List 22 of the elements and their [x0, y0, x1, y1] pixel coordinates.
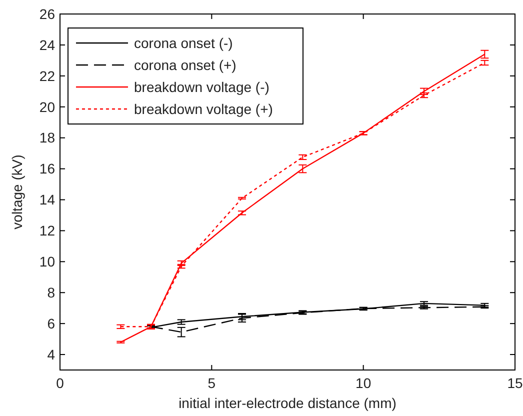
legend-label: corona onset (-) [134, 34, 233, 51]
x-tick-label: 10 [356, 375, 372, 391]
y-tick-label: 20 [39, 98, 56, 115]
y-tick-label: 10 [39, 254, 56, 270]
x-axis-title: initial inter-electrode distance (mm) [178, 395, 396, 411]
legend-label: breakdown voltage (+) [134, 100, 273, 117]
y-tick-label: 22 [39, 68, 56, 84]
y-tick-label: 6 [47, 315, 56, 332]
legend-label: corona onset (+) [134, 56, 236, 73]
y-tick-label: 16 [39, 160, 56, 177]
y-tick-label: 4 [47, 346, 56, 362]
x-tick-label: 5 [208, 375, 216, 391]
x-tick-label: 0 [56, 375, 64, 391]
legend-label: breakdown voltage (-) [134, 78, 270, 95]
x-tick-label: 15 [507, 375, 523, 391]
y-tick-label: 26 [39, 6, 56, 22]
y-tick-label: 24 [39, 36, 56, 53]
y-tick-label: 8 [47, 284, 56, 301]
y-tick-label: 12 [39, 222, 56, 239]
y-tick-label: 18 [39, 130, 56, 146]
y-tick-label: 14 [39, 192, 56, 208]
y-axis-title: voltage (kV) [9, 154, 25, 230]
